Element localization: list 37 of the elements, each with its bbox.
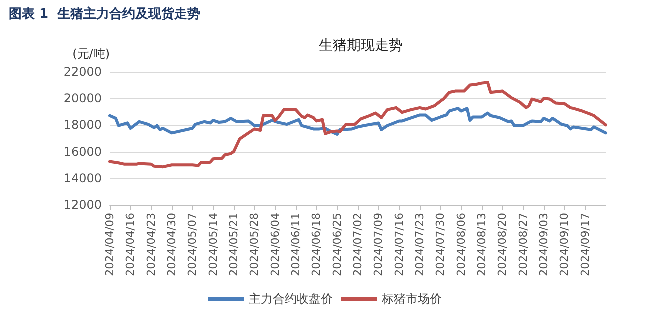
x-tick-label: 2024/04/09 bbox=[104, 213, 116, 276]
x-tick-label: 2024/07/30 bbox=[434, 213, 448, 276]
y-axis-title: (元/吨) bbox=[72, 47, 110, 61]
x-tick-label: 2024/05/28 bbox=[248, 213, 262, 276]
y-tick-label: 18000 bbox=[64, 118, 102, 132]
y-tick-label: 20000 bbox=[64, 92, 102, 106]
legend-label: 标猪市场价 bbox=[381, 292, 442, 306]
x-tick-label: 2024/07/02 bbox=[352, 213, 364, 276]
line-series bbox=[108, 81, 608, 169]
x-tick-label: 2024/08/27 bbox=[516, 213, 530, 276]
y-tick-label: 16000 bbox=[64, 144, 102, 159]
x-tick-label: 2024/04/23 bbox=[144, 213, 158, 276]
x-tick-label: 2024/09/10 bbox=[558, 213, 572, 276]
x-tick-label: 2024/06/11 bbox=[290, 213, 302, 276]
x-tick-label: 2024/07/09 bbox=[372, 213, 386, 276]
x-tick-label: 2024/08/13 bbox=[476, 213, 488, 276]
y-tick-label: 12000 bbox=[64, 198, 102, 212]
x-tick-label: 2024/04/16 bbox=[124, 213, 138, 276]
x-tick-label: 2024/05/21 bbox=[228, 213, 240, 276]
x-tick-label: 2024/09/17 bbox=[578, 213, 592, 276]
x-tick-label: 2024/05/07 bbox=[186, 213, 200, 276]
x-tick-label: 2024/04/30 bbox=[166, 213, 178, 276]
y-tick-label: 14000 bbox=[64, 171, 102, 186]
y-tick-label: 22000 bbox=[64, 65, 102, 79]
x-tick-label: 2024/09/03 bbox=[538, 213, 550, 276]
x-tick-label: 2024/07/23 bbox=[414, 213, 426, 276]
x-tick-label: 2024/06/18 bbox=[310, 213, 324, 276]
legend-label: 主力合约收盘价 bbox=[249, 292, 333, 306]
x-tick-label: 2024/06/04 bbox=[268, 213, 282, 276]
x-tick-label: 2024/05/14 bbox=[206, 213, 220, 276]
x-tick-label: 2024/08/06 bbox=[454, 213, 468, 276]
line-series bbox=[108, 107, 608, 136]
chart-title: 图表 1 生猪主力合约及现货走势 bbox=[9, 6, 201, 22]
x-tick-label: 2024/06/25 bbox=[330, 213, 344, 276]
x-tick-label: 2024/07/16 bbox=[392, 213, 406, 276]
x-tick-label: 2024/08/20 bbox=[496, 213, 510, 276]
chart-subtitle: 生猪期现走势 bbox=[319, 38, 403, 54]
